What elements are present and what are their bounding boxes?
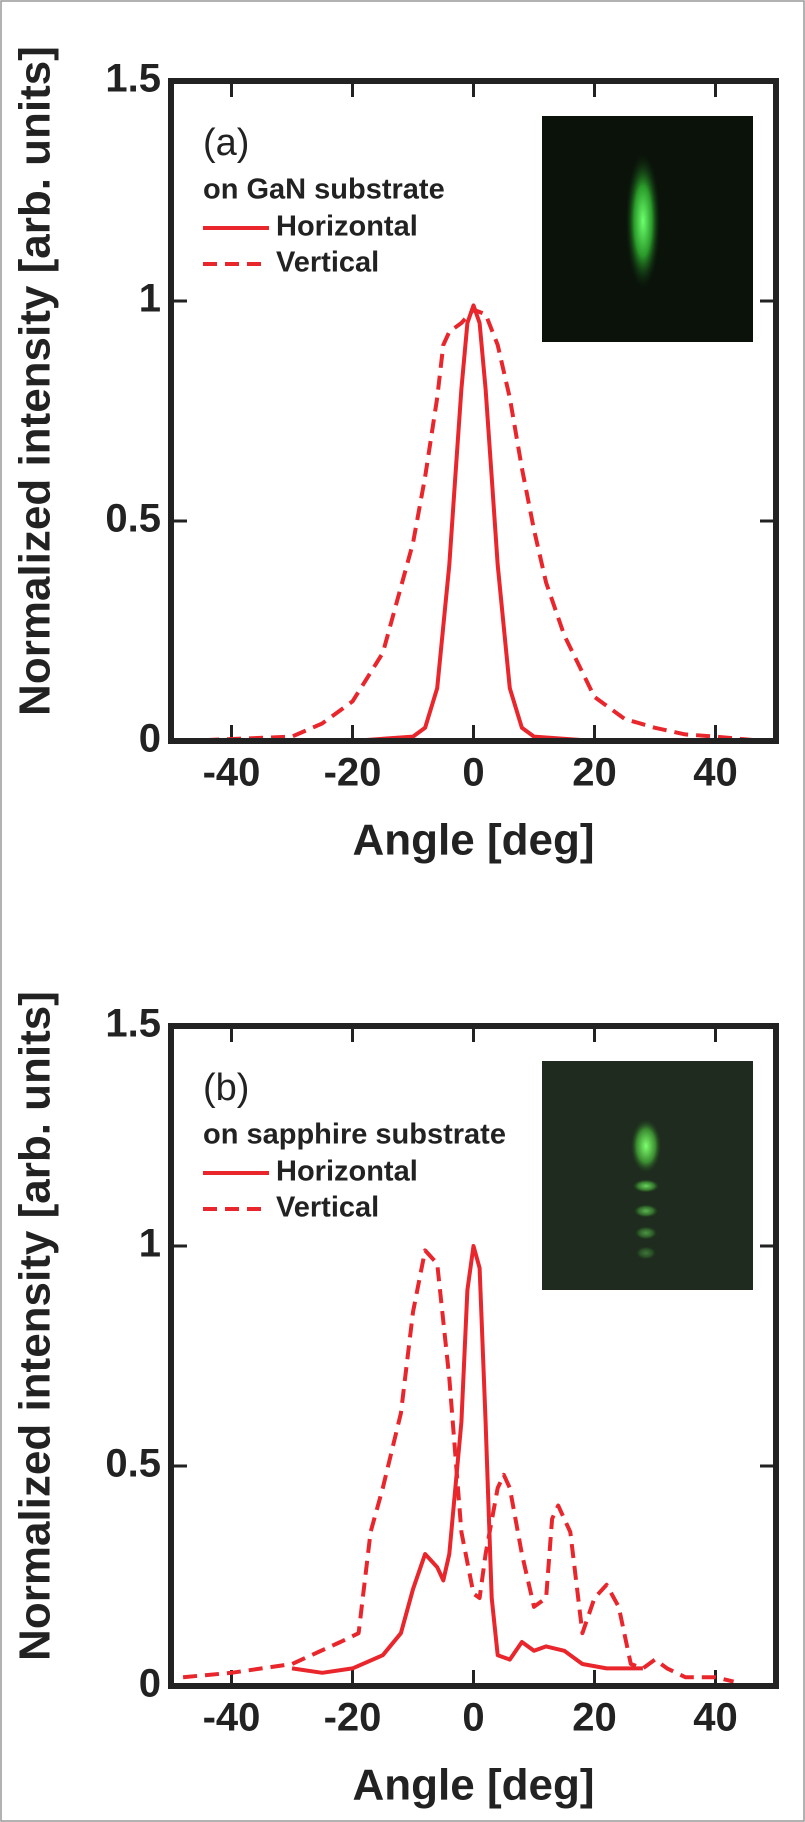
data-line xyxy=(183,307,765,743)
legend-title: on GaN substrate xyxy=(203,174,445,206)
y-tick-label: 1.5 xyxy=(105,1002,161,1046)
data-line xyxy=(291,1244,643,1675)
inset-fringe xyxy=(634,1226,658,1240)
x-tick-label: 20 xyxy=(572,751,617,795)
legend-label: Horizontal xyxy=(276,1156,418,1188)
y-axis-label: Normalized intensity [arb. units] xyxy=(11,991,60,1661)
plot-frame xyxy=(168,78,779,744)
inset-fringe xyxy=(632,1179,660,1193)
y-tick-label: 0 xyxy=(139,717,161,761)
inset-spot xyxy=(630,1118,662,1174)
x-tick-label: 40 xyxy=(693,1696,738,1740)
data-line xyxy=(182,1248,735,1684)
legend-label: Horizontal xyxy=(276,211,418,243)
panel-label: (b) xyxy=(203,1067,249,1109)
x-tick-label: -40 xyxy=(203,1696,261,1740)
x-tick-label: -20 xyxy=(324,751,382,795)
y-tick-label: 0.5 xyxy=(105,1442,161,1486)
x-tick-label: -20 xyxy=(324,1696,382,1740)
x-tick-label: 0 xyxy=(462,751,484,795)
plot-frame xyxy=(168,1023,779,1689)
x-tick-label: 40 xyxy=(693,751,738,795)
legend-label: Vertical xyxy=(276,247,379,279)
panel-label: (a) xyxy=(203,122,249,164)
legend-title: on sapphire substrate xyxy=(203,1119,506,1151)
y-axis-label: Normalized intensity [arb. units] xyxy=(11,46,60,716)
data-line xyxy=(183,303,764,743)
y-tick-label: 1 xyxy=(139,1222,161,1266)
y-tick-label: 0 xyxy=(139,1662,161,1706)
legend-label: Vertical xyxy=(276,1192,379,1224)
x-axis-label: Angle [deg] xyxy=(353,816,595,865)
y-tick-label: 1 xyxy=(139,277,161,321)
y-tick-label: 1.5 xyxy=(105,57,161,101)
x-tick-label: 20 xyxy=(572,1696,617,1740)
inset-spot xyxy=(625,151,661,291)
inset-fringe xyxy=(633,1204,659,1218)
x-tick-label: 0 xyxy=(462,1696,484,1740)
x-tick-label: -40 xyxy=(203,751,261,795)
x-axis-label: Angle [deg] xyxy=(353,1761,595,1810)
inset-fringe xyxy=(635,1246,657,1260)
y-tick-label: 0.5 xyxy=(105,497,161,541)
